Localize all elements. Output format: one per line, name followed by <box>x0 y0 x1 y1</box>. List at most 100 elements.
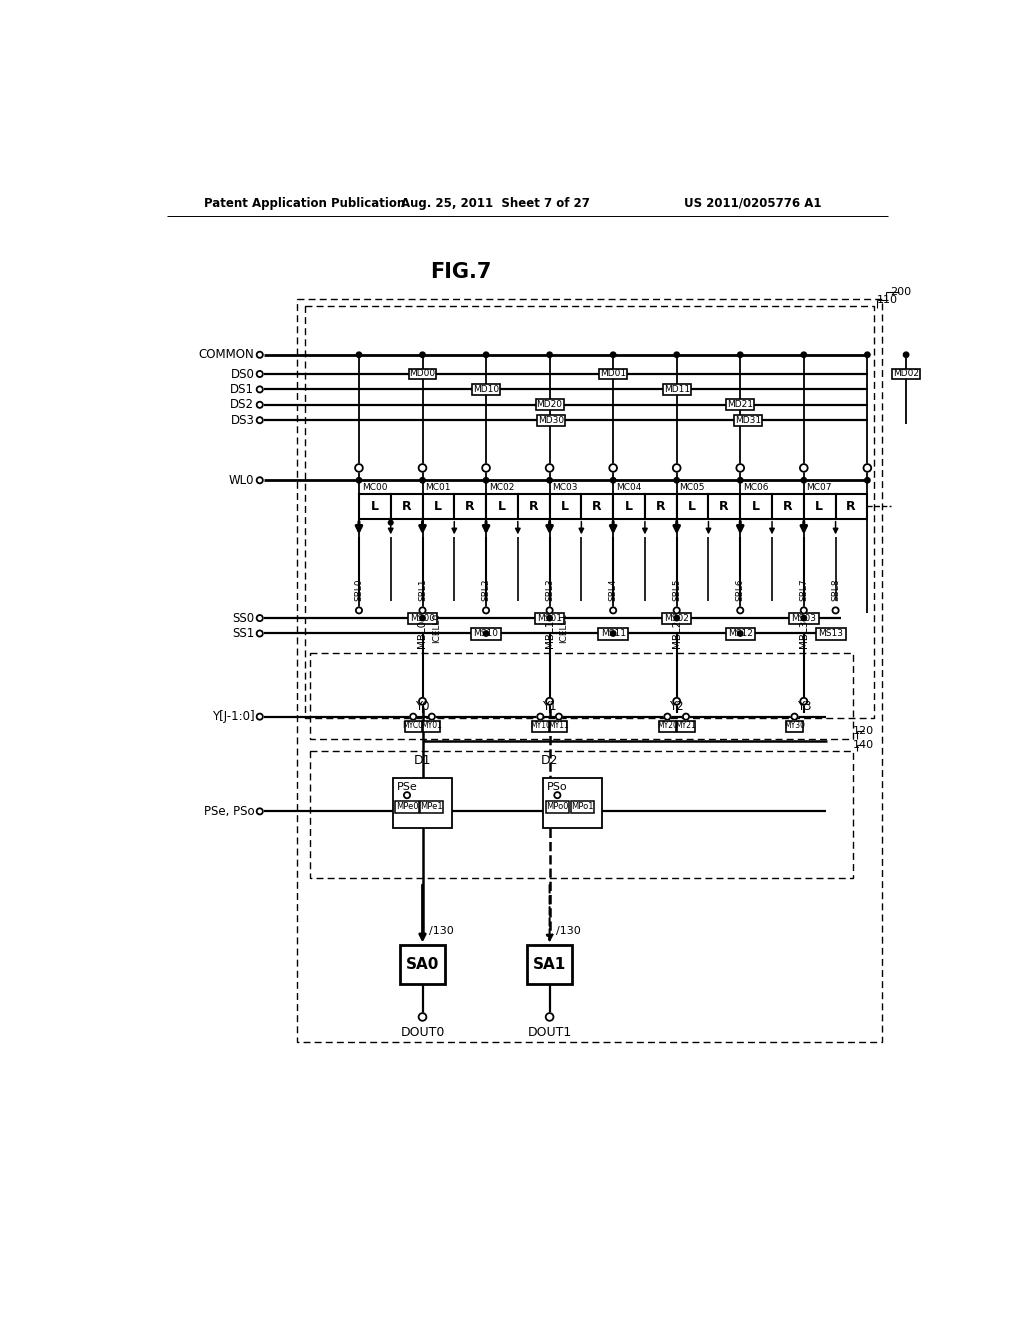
Text: MD20: MD20 <box>537 400 562 409</box>
Circle shape <box>864 478 870 483</box>
Text: MY11: MY11 <box>549 722 569 730</box>
Text: /130: /130 <box>429 927 454 936</box>
Text: MC00: MC00 <box>361 483 387 492</box>
Text: MC03: MC03 <box>552 483 578 492</box>
Circle shape <box>801 698 807 705</box>
Text: MS11: MS11 <box>601 630 626 638</box>
Circle shape <box>356 478 361 483</box>
Text: Patent Application Publication: Patent Application Publication <box>204 197 406 210</box>
Text: MS02: MS02 <box>665 614 689 623</box>
Bar <box>662 612 691 624</box>
Text: PSo: PSo <box>547 783 567 792</box>
Bar <box>663 384 690 395</box>
Text: MPe1: MPe1 <box>421 803 443 812</box>
Bar <box>546 801 569 813</box>
Text: COMMON: COMMON <box>199 348 254 362</box>
Text: D1: D1 <box>414 754 431 767</box>
Circle shape <box>356 352 361 358</box>
Circle shape <box>674 478 679 483</box>
Circle shape <box>419 465 426 471</box>
Bar <box>404 721 422 733</box>
Bar <box>598 628 628 640</box>
Text: Aug. 25, 2011  Sheet 7 of 27: Aug. 25, 2011 Sheet 7 of 27 <box>400 197 590 210</box>
Bar <box>305 306 874 718</box>
Circle shape <box>538 714 544 719</box>
Bar <box>786 721 803 733</box>
Circle shape <box>863 465 871 471</box>
Circle shape <box>403 792 410 799</box>
Bar <box>677 494 709 519</box>
Text: SBL7: SBL7 <box>800 578 808 601</box>
Circle shape <box>410 714 417 719</box>
Bar <box>310 653 853 739</box>
Circle shape <box>554 792 560 799</box>
Circle shape <box>483 607 489 614</box>
Circle shape <box>792 714 798 719</box>
Bar <box>816 628 846 640</box>
Circle shape <box>257 808 263 814</box>
Circle shape <box>864 352 870 358</box>
Circle shape <box>801 615 807 620</box>
Circle shape <box>674 607 680 614</box>
Bar <box>471 628 501 640</box>
Circle shape <box>610 607 616 614</box>
Bar <box>297 298 882 1041</box>
Text: R: R <box>592 500 602 513</box>
Text: MC04: MC04 <box>616 483 641 492</box>
Text: DS3: DS3 <box>230 413 254 426</box>
Text: SS0: SS0 <box>232 611 254 624</box>
Text: R: R <box>401 500 411 513</box>
Bar <box>678 721 694 733</box>
Bar <box>645 494 677 519</box>
Text: MPo0: MPo0 <box>546 803 568 812</box>
Circle shape <box>420 615 425 620</box>
Text: MS00: MS00 <box>410 614 435 623</box>
Bar <box>527 945 572 983</box>
Circle shape <box>547 478 552 483</box>
Text: DS2: DS2 <box>230 399 254 412</box>
Bar <box>393 779 452 829</box>
Bar <box>599 368 627 379</box>
Text: MC05: MC05 <box>680 483 705 492</box>
Text: MD31: MD31 <box>735 416 761 425</box>
Text: MS01: MS01 <box>538 614 562 623</box>
Circle shape <box>257 631 263 636</box>
Circle shape <box>547 352 552 358</box>
Circle shape <box>737 607 743 614</box>
Circle shape <box>674 352 679 358</box>
Circle shape <box>737 478 743 483</box>
Text: DS1: DS1 <box>230 383 254 396</box>
Text: Y2: Y2 <box>670 700 684 713</box>
Text: MD02: MD02 <box>893 370 920 379</box>
Circle shape <box>736 465 744 471</box>
Circle shape <box>546 698 553 705</box>
Text: 140: 140 <box>853 741 874 750</box>
Bar <box>391 494 423 519</box>
Text: MS10: MS10 <box>473 630 499 638</box>
Bar <box>726 628 755 640</box>
Text: L: L <box>815 500 823 513</box>
Bar <box>658 721 676 733</box>
Circle shape <box>429 714 435 719</box>
Text: ICELL1: ICELL1 <box>559 612 568 643</box>
Circle shape <box>388 520 393 525</box>
Text: MC01: MC01 <box>425 483 451 492</box>
Text: MPo1: MPo1 <box>571 803 593 812</box>
Text: MD01: MD01 <box>600 370 627 379</box>
Circle shape <box>665 714 671 719</box>
Text: MD30: MD30 <box>538 416 564 425</box>
Bar <box>535 612 564 624</box>
Circle shape <box>257 417 263 424</box>
Circle shape <box>737 631 743 636</box>
Text: MBL2: MBL2 <box>672 620 682 648</box>
Circle shape <box>483 631 488 636</box>
Circle shape <box>356 607 362 614</box>
Text: L: L <box>688 500 696 513</box>
Bar <box>472 384 500 395</box>
Text: SBL0: SBL0 <box>354 578 364 601</box>
Text: MD21: MD21 <box>727 400 754 409</box>
Text: MBL1: MBL1 <box>545 620 555 648</box>
Text: MC02: MC02 <box>488 483 514 492</box>
Text: MC07: MC07 <box>807 483 833 492</box>
Bar <box>408 612 437 624</box>
